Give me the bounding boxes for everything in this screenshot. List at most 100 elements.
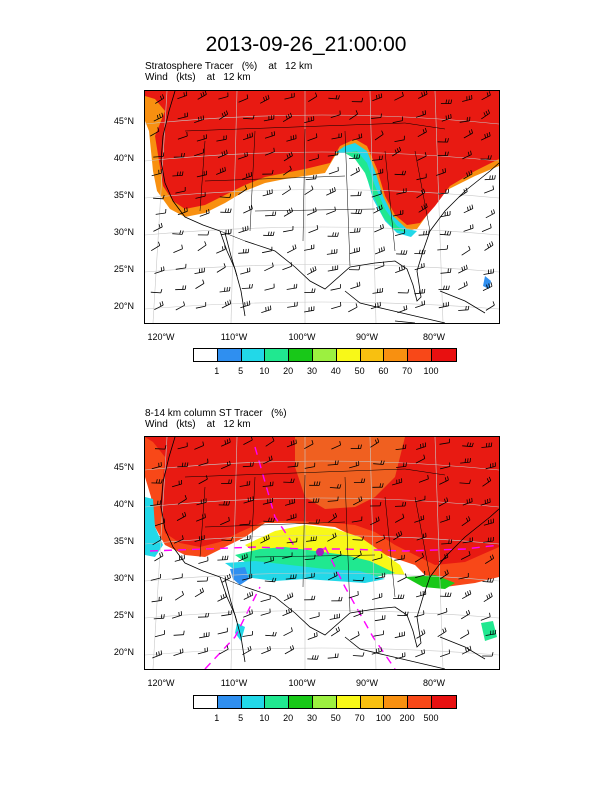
wind-barb-flag [245,248,247,253]
wind-barb-flag [221,246,224,251]
wind-barb-flag [313,481,316,486]
wind-barb-flag [244,185,248,190]
wind-barb-flag [221,112,224,118]
wind-barb-flag [491,175,494,180]
wind-barb-flag [484,134,486,139]
wind-barb [196,174,207,178]
wind-barb-flag [290,478,293,483]
colorbar-label: 1 [214,366,220,376]
panel2-map [144,436,500,670]
wind-barb-flag [159,113,161,118]
wind-barb-flag [315,498,317,503]
wind-barb-flag [337,626,340,631]
wind-barb [265,634,276,637]
wind-barb-flag [444,138,447,143]
wind-barb-flag [464,458,466,463]
wind-barb [262,501,273,505]
panel2-magenta-dashed [149,446,499,669]
wind-barb-flag [292,645,295,650]
wind-barb-flag [198,117,200,122]
colorbar-swatch [241,696,266,708]
wind-barb [485,304,495,311]
colorbar-swatch [265,349,290,361]
wind-barb-flag [334,460,337,465]
wind-barb-flag [488,132,491,136]
wind-barb [371,159,383,161]
wind-barb-flag [272,631,275,636]
wind-barb-flag [355,168,358,173]
panel1-lat-label: 35°N [113,190,134,200]
wind-barb [151,172,162,177]
wind-barb [350,285,361,290]
wind-barb-flag [405,305,408,310]
wind-barb [154,555,164,562]
wind-barb-flag [267,534,270,539]
wind-barb-flag [292,245,295,250]
wind-barb [195,305,206,309]
wind-barb [172,175,183,177]
wind-barb-flag [378,94,380,99]
wind-barb-flag [447,114,450,119]
wind-barb [262,250,272,254]
wind-barb-flag [265,535,268,540]
wind-barb-flag [465,305,467,311]
wind-barb-flag [204,241,207,246]
wind-barb [352,137,362,141]
wind-barb [218,96,229,100]
wind-barb-flag [448,285,450,290]
wind-barb [263,560,274,564]
wind-barb [286,443,297,448]
wind-barb-flag [269,646,271,651]
wind-barb-flag [487,155,490,160]
colorbar-swatch [360,349,385,361]
wind-barb-flag [442,168,444,174]
wind-barb [481,446,492,448]
wind-barb [371,117,382,119]
wind-barb-flag [274,211,277,216]
wind-barb-flag [401,170,404,175]
wind-barb-flag [423,204,426,209]
wind-barb [286,138,297,142]
wind-barb-flag [383,246,385,251]
wind-barb-flag [178,611,180,616]
wind-barb-flag [357,444,360,449]
wind-barb-flag [160,479,163,484]
wind-barb-flag [222,167,224,172]
wind-barb-flag [380,460,383,465]
wind-barb-flag [229,193,232,198]
wind-barb [437,611,448,616]
wind-barb-flag [225,501,228,506]
wind-barb-flag [447,476,449,481]
wind-barb-flag [490,592,493,597]
panel2-title-line2: Wind (kts) at 12 km [145,419,251,430]
wind-barb [436,171,446,176]
wind-barb [373,634,384,637]
wind-barb-flag [223,150,226,155]
wind-barb-flag [158,479,161,484]
wind-barb-flag [466,517,469,522]
wind-barb [173,652,184,656]
wind-barb-flag [272,231,275,236]
wind-barb-flag [470,169,473,175]
wind-barb-flag [445,285,448,290]
colorbar-swatch [431,349,456,361]
wind-barb-flag [221,151,224,156]
wind-barb [439,233,450,236]
wind-barb [174,594,184,601]
wind-barb [155,212,166,215]
colorbar-label: 100 [423,366,439,376]
wind-barb-flag [316,481,318,486]
wind-barb-flag [444,570,447,575]
wind-barb-flag [420,189,424,194]
wind-barb-flag [272,211,274,216]
wind-barb-flag [315,519,318,524]
wind-barb [243,500,254,504]
wind-barb [242,577,252,581]
wind-barb-flag [378,248,381,253]
wind-barb [217,631,228,635]
wind-barb-flag [224,245,226,250]
wind-barb-flag [249,300,251,305]
wind-barb-flag [489,578,492,583]
wind-barb-flag [422,111,424,116]
wind-barb [396,466,407,468]
